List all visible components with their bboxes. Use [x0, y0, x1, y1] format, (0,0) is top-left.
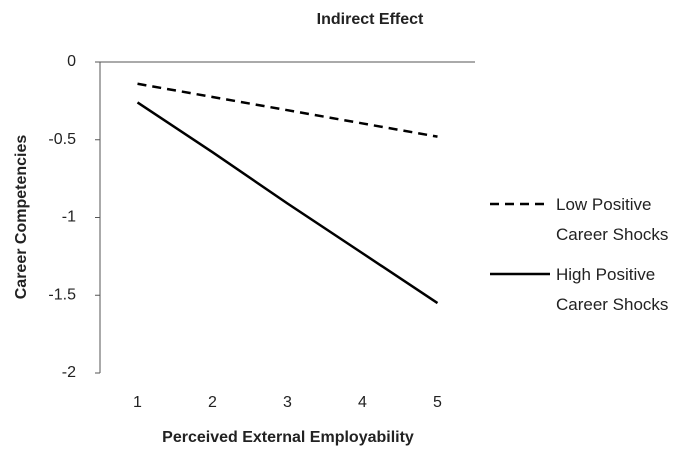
x-axis-label: Perceived External Employability — [162, 429, 414, 446]
legend-label: Low Positive Career Shocks — [556, 195, 669, 244]
line-series — [137, 82, 438, 138]
y-axis-label: Career Competencies — [13, 135, 30, 300]
y-tick-label: -2 — [62, 364, 76, 381]
x-tick-label: 2 — [208, 394, 217, 411]
legend-label: High Positive Career Shocks — [556, 265, 669, 314]
y-tick-label: -1.5 — [48, 286, 76, 303]
line-series — [136, 101, 439, 305]
y-tick-label: -1 — [62, 209, 76, 226]
x-tick-label: 4 — [358, 394, 367, 411]
y-tick-label: 0 — [67, 53, 76, 70]
x-tick-label: 1 — [133, 394, 142, 411]
chart-title: Indirect Effect — [317, 11, 424, 28]
x-tick-label: 5 — [433, 394, 442, 411]
x-tick-label: 3 — [283, 394, 292, 411]
y-tick-label: -0.5 — [48, 131, 76, 148]
